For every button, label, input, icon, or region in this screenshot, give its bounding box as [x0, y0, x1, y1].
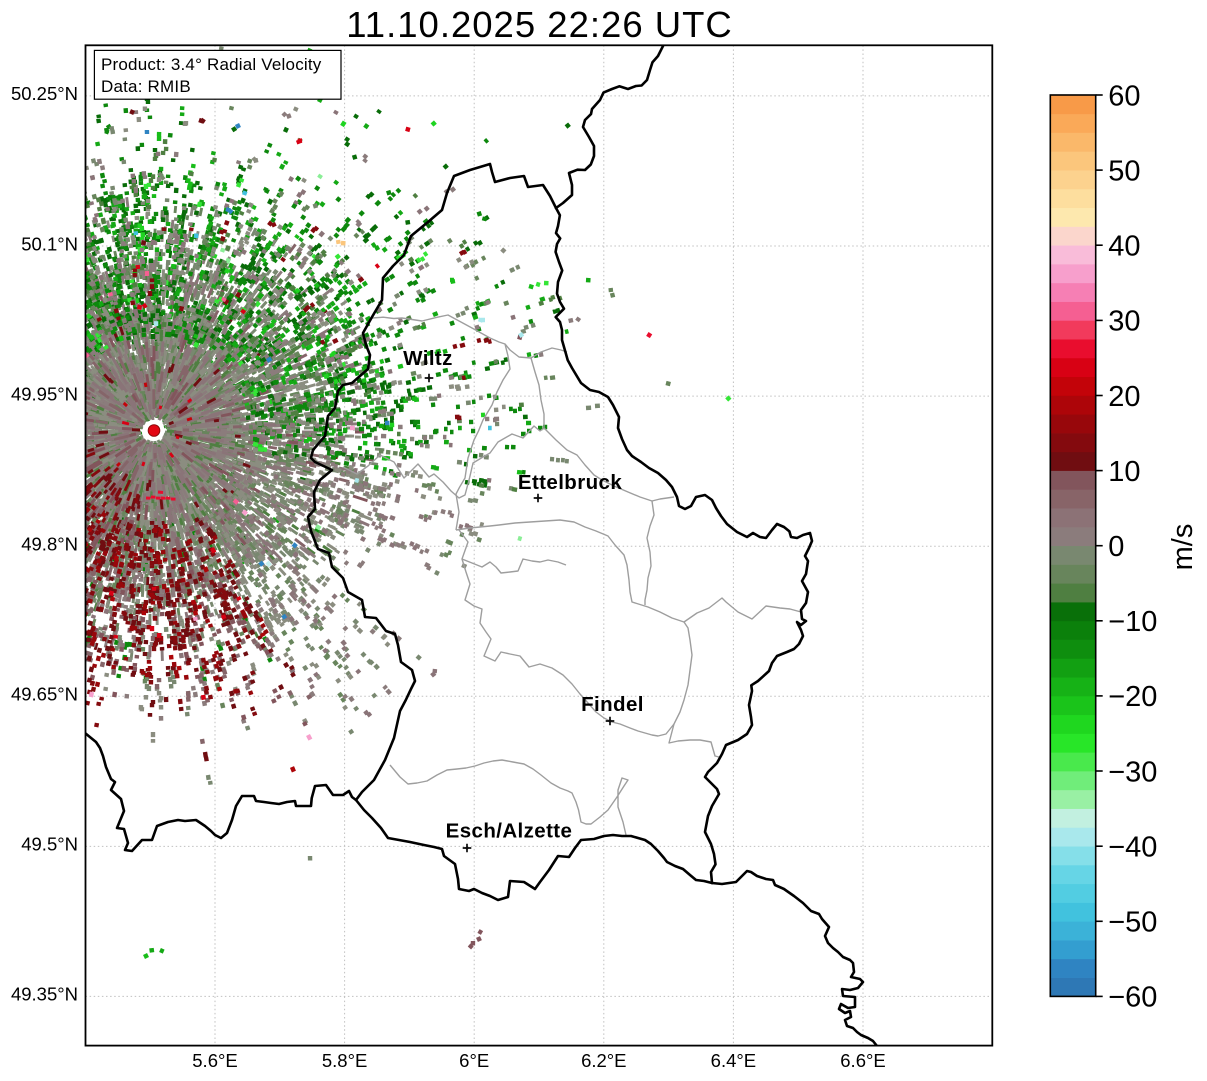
- svg-text:49.65°N: 49.65°N: [11, 684, 78, 705]
- svg-text:Product: 3.4° Radial Velocity: Product: 3.4° Radial Velocity: [101, 55, 322, 74]
- svg-text:5.8°E: 5.8°E: [322, 1050, 367, 1071]
- svg-text:50: 50: [1108, 155, 1140, 187]
- svg-text:49.8°N: 49.8°N: [21, 534, 78, 555]
- svg-text:−10: −10: [1108, 606, 1157, 638]
- svg-text:6.6°E: 6.6°E: [840, 1050, 885, 1071]
- svg-text:Ettelbruck: Ettelbruck: [518, 471, 622, 494]
- svg-text:Findel: Findel: [581, 693, 644, 716]
- svg-text:49.95°N: 49.95°N: [11, 383, 78, 404]
- svg-text:6.4°E: 6.4°E: [711, 1050, 756, 1071]
- svg-text:11.10.2025 22:26 UTC: 11.10.2025 22:26 UTC: [346, 4, 733, 45]
- svg-text:0: 0: [1108, 531, 1124, 563]
- svg-text:49.5°N: 49.5°N: [21, 834, 78, 855]
- svg-text:−50: −50: [1108, 907, 1157, 939]
- svg-text:−30: −30: [1108, 756, 1157, 788]
- svg-text:m/s: m/s: [1167, 524, 1199, 571]
- svg-text:50.1°N: 50.1°N: [21, 233, 78, 254]
- svg-text:−40: −40: [1108, 832, 1157, 864]
- svg-text:Data: RMIB: Data: RMIB: [101, 77, 191, 96]
- svg-text:6.2°E: 6.2°E: [581, 1050, 626, 1071]
- svg-text:40: 40: [1108, 231, 1140, 263]
- svg-text:30: 30: [1108, 306, 1140, 338]
- svg-text:Wiltz: Wiltz: [403, 347, 453, 370]
- svg-text:Esch/Alzette: Esch/Alzette: [446, 819, 573, 842]
- svg-text:20: 20: [1108, 381, 1140, 413]
- svg-text:−20: −20: [1108, 681, 1157, 713]
- svg-text:6°E: 6°E: [459, 1050, 489, 1071]
- svg-text:10: 10: [1108, 456, 1140, 488]
- svg-text:60: 60: [1108, 80, 1140, 112]
- svg-text:−60: −60: [1108, 982, 1157, 1014]
- svg-text:50.25°N: 50.25°N: [11, 83, 78, 104]
- svg-text:49.35°N: 49.35°N: [11, 984, 78, 1005]
- svg-text:5.6°E: 5.6°E: [192, 1050, 237, 1071]
